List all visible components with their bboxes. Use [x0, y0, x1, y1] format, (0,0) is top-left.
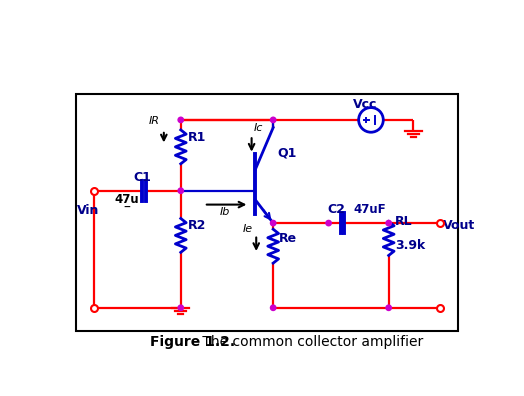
Circle shape	[270, 221, 276, 226]
Text: Q1: Q1	[277, 146, 297, 159]
Text: R1: R1	[188, 131, 206, 144]
Text: Ib: Ib	[219, 208, 230, 217]
Text: Vout: Vout	[443, 219, 476, 232]
Text: Vin: Vin	[77, 204, 100, 217]
Circle shape	[178, 305, 183, 310]
Circle shape	[270, 305, 276, 310]
Text: The common collector amplifier: The common collector amplifier	[198, 335, 423, 349]
Circle shape	[386, 305, 391, 310]
Circle shape	[270, 117, 276, 123]
Text: 3.9k: 3.9k	[395, 239, 425, 252]
Text: –: –	[124, 200, 130, 215]
Text: Vcc: Vcc	[353, 98, 377, 110]
Text: 47uF: 47uF	[353, 203, 386, 216]
Circle shape	[178, 188, 183, 193]
Text: Ic: Ic	[254, 124, 263, 133]
Text: RL: RL	[395, 215, 412, 228]
Text: IR: IR	[148, 116, 159, 126]
Text: R2: R2	[188, 219, 206, 232]
Text: C1: C1	[133, 171, 151, 185]
Text: Re: Re	[279, 232, 298, 245]
Text: Ie: Ie	[243, 224, 253, 234]
Text: 47u: 47u	[115, 193, 139, 206]
Circle shape	[326, 221, 331, 226]
Text: Figure 1.2.: Figure 1.2.	[150, 335, 235, 349]
Circle shape	[178, 117, 183, 123]
Circle shape	[386, 221, 391, 226]
Bar	[76, 94, 458, 331]
Text: C2: C2	[328, 203, 345, 216]
